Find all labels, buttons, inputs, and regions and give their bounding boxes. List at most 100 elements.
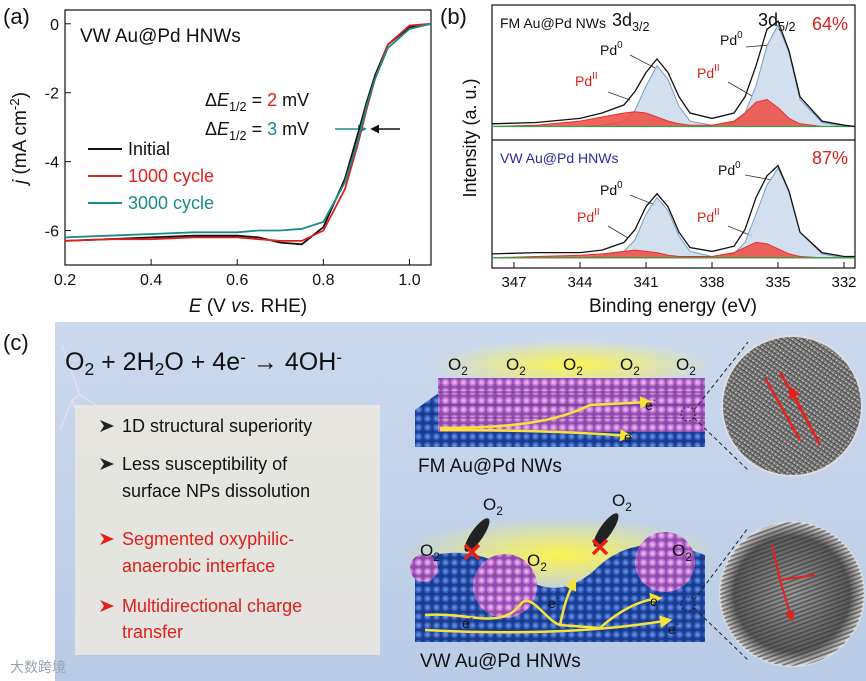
- pd2-label-part: II: [594, 207, 599, 218]
- pd0-label: Pd0: [600, 180, 623, 198]
- zoom-circle: [680, 406, 696, 422]
- pd2-label-part: II: [592, 71, 597, 82]
- delta-label: ΔE1/2 = 2 mV: [205, 90, 309, 114]
- zoom-lines: [693, 341, 749, 471]
- pd0-label-part: Pd: [720, 32, 737, 48]
- o2-label-part: 2: [519, 364, 526, 378]
- delta-label-part: =: [247, 90, 268, 110]
- o2-label-part: O: [483, 495, 496, 514]
- panel-label: (b): [440, 4, 467, 29]
- pd0-label: Pd0: [718, 160, 741, 178]
- percent-label: 64%: [812, 14, 848, 34]
- pd0-label-part: Pd: [600, 182, 617, 198]
- legend-label: Initial: [128, 139, 170, 159]
- legend-label: 1000 cycle: [128, 166, 214, 186]
- x-tick-label: 0.2: [54, 272, 76, 289]
- layer-lines: [438, 391, 705, 419]
- tem-lattice: [720, 522, 864, 666]
- x-tick-label: 332: [831, 274, 856, 291]
- doublet-label-part: 3d: [758, 10, 778, 30]
- o2-label-part: O: [420, 541, 433, 560]
- x-axis-label-part: vs.: [231, 296, 255, 317]
- pd2-label-part: Pd: [697, 209, 714, 225]
- electron-path: [439, 428, 633, 442]
- delta-label-part: 2: [267, 90, 277, 110]
- bullet-text: Multidirectional charge: [122, 596, 302, 616]
- o2-label-part: 2: [633, 364, 640, 378]
- o2-label: O2: [620, 355, 640, 378]
- electron-label-part: -: [658, 591, 661, 602]
- o2-label-part: O: [612, 491, 625, 510]
- electron-label: e-: [668, 619, 679, 637]
- pd0-label: Pd0: [600, 40, 623, 58]
- component-area: [492, 167, 855, 259]
- subplot-title: FM Au@Pd NWs: [500, 15, 606, 31]
- tem-arrows: [763, 371, 822, 446]
- pd2-label: PdII: [575, 71, 598, 89]
- electron-label-part: e: [650, 593, 658, 609]
- tem-arrows: [771, 544, 816, 620]
- bullet-marker: [100, 420, 114, 432]
- x-tick-label: 1.0: [398, 272, 420, 289]
- equation-part: O + 4e: [164, 348, 240, 376]
- bullet-text: anaerobic interface: [122, 556, 275, 576]
- o2-label: O2: [483, 495, 503, 518]
- pd0-label-part: Pd: [718, 162, 735, 178]
- o2-label: O2: [420, 541, 440, 564]
- delta-label: ΔE1/2 = 3 mV: [205, 119, 309, 143]
- peak-leaders: [607, 44, 773, 239]
- doublet-label: 3d5/2: [758, 10, 796, 34]
- x-axis-label-part: E: [189, 296, 202, 317]
- electron-label-part: -: [676, 619, 679, 630]
- structure-label: VW Au@Pd HNWs: [420, 651, 581, 672]
- delta-label-part: 1/2: [229, 100, 247, 114]
- bullet-text: transfer: [122, 622, 183, 642]
- bullet-marker: [100, 533, 114, 545]
- electron-label-part: e: [624, 429, 632, 445]
- pd2-label-part: II: [714, 207, 719, 218]
- equation-part: → 4OH: [246, 348, 336, 376]
- pd0-label-part: 0: [735, 160, 741, 171]
- bullet-text: 1D structural superiority: [122, 416, 312, 436]
- electron-label: e-: [645, 395, 656, 413]
- zoom-circle: [680, 596, 696, 612]
- x-tick-label: 335: [765, 274, 790, 291]
- x-tick-label: 0.8: [312, 272, 334, 289]
- o2-label-part: 2: [685, 550, 692, 564]
- electron-label-part: e: [548, 595, 556, 611]
- x-tick-label: 0.6: [226, 272, 248, 289]
- watermark: 大数跨境: [10, 659, 66, 675]
- pd2-label: PdII: [697, 207, 720, 225]
- subplot-title: VW Au@Pd HNWs: [500, 150, 618, 166]
- y-tick-label: -6: [45, 224, 59, 241]
- o2-label-part: O: [527, 551, 540, 570]
- delta-label-part: E: [217, 90, 230, 110]
- bullet-text: Less susceptibility of: [122, 454, 288, 474]
- electron-label: e-: [462, 613, 473, 631]
- bullet-marker: [100, 600, 114, 612]
- pd0-label: Pd0: [720, 30, 743, 48]
- delta-label-part: 3: [267, 119, 277, 139]
- electron-label: e-: [548, 593, 559, 611]
- y-tick-label: -4: [45, 155, 59, 172]
- o2-label-part: 2: [496, 504, 503, 518]
- x-axis-label: E (V vs. RHE): [189, 296, 307, 317]
- o2-label-part: O: [448, 355, 461, 374]
- delta-label-part: 1/2: [229, 129, 247, 143]
- structure-label: FM Au@Pd NWs: [418, 456, 562, 477]
- electron-label-part: -: [632, 427, 635, 438]
- doublet-label: 3d3/2: [612, 10, 650, 34]
- o2-label-part: 2: [576, 364, 583, 378]
- pd0-label-part: Pd: [600, 42, 617, 58]
- o2-label-part: O: [563, 355, 576, 374]
- x-tick-label: 0.4: [140, 272, 162, 289]
- fm-structure: [415, 335, 863, 477]
- axes-frame-b: [491, 4, 856, 269]
- delta-label-part: Δ: [205, 90, 217, 110]
- o2-label: O2: [672, 541, 692, 564]
- electron-label-part: e: [462, 615, 470, 631]
- x-axis-label-part: (V: [202, 296, 232, 317]
- pd0-label-part: 0: [737, 30, 743, 41]
- doublet-label-part: 3d: [612, 10, 632, 30]
